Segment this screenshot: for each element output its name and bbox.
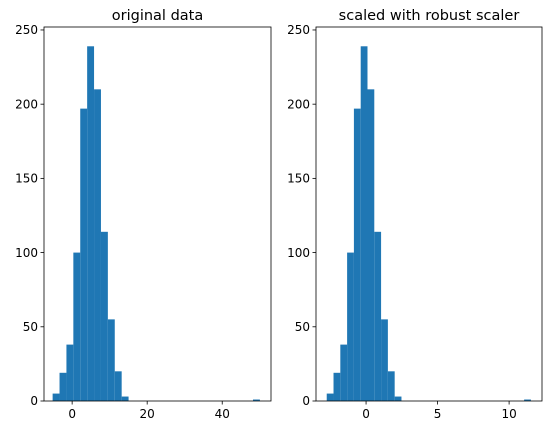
axes-frame — [43, 26, 272, 402]
histogram-bar — [87, 46, 95, 402]
histogram-bar — [381, 319, 388, 401]
y-tick-label: 100 — [287, 246, 310, 260]
y-tick-label: 150 — [287, 172, 310, 186]
x-tick-label: 0 — [68, 407, 76, 421]
y-tick-label: 50 — [23, 320, 38, 334]
y-tick-label: 100 — [15, 246, 38, 260]
histogram-bar — [347, 252, 354, 401]
y-tick-label: 0 — [302, 394, 310, 408]
y-tick-label: 0 — [30, 394, 38, 408]
histogram-bar — [360, 46, 368, 402]
histogram-bar — [333, 372, 341, 401]
x-tick-label: 5 — [434, 407, 442, 421]
subplot-title: scaled with robust scaler — [339, 8, 520, 24]
y-tick-label: 150 — [15, 172, 38, 186]
histogram-bar — [353, 108, 361, 401]
histogram-bar — [374, 231, 382, 401]
x-tick-label: 40 — [215, 407, 230, 421]
histogram-bar — [340, 344, 348, 401]
y-tick-label: 200 — [287, 97, 310, 111]
x-tick-label: 20 — [140, 407, 155, 421]
y-tick-label: 250 — [287, 23, 310, 37]
histogram-bar — [114, 371, 122, 401]
histogram-bar — [80, 108, 88, 401]
histogram-bar — [326, 393, 334, 401]
histogram-bar — [107, 319, 115, 401]
subplot-title: original data — [112, 8, 203, 24]
axes-frame — [315, 26, 543, 402]
histogram-bar — [94, 89, 101, 401]
histogram-bar — [73, 252, 81, 401]
histogram-bar — [121, 396, 129, 401]
histogram-bar — [387, 371, 395, 401]
histogram-bar — [100, 231, 108, 401]
histogram-bar — [52, 393, 60, 401]
histogram-bar — [66, 344, 74, 401]
histogram-bar — [367, 89, 375, 401]
histogram-bar — [252, 399, 260, 401]
histogram-bar — [524, 399, 531, 401]
y-tick-label: 50 — [295, 320, 310, 334]
x-tick-label: 10 — [501, 407, 516, 421]
x-tick-label: 0 — [362, 407, 370, 421]
left-subplot: 0 20 40 0 50 100 150 200 250 original data — [15, 8, 272, 421]
y-tick-label: 200 — [15, 97, 38, 111]
histogram-bar — [394, 396, 402, 401]
histogram-bar — [59, 372, 67, 401]
y-tick-label: 250 — [15, 23, 38, 37]
